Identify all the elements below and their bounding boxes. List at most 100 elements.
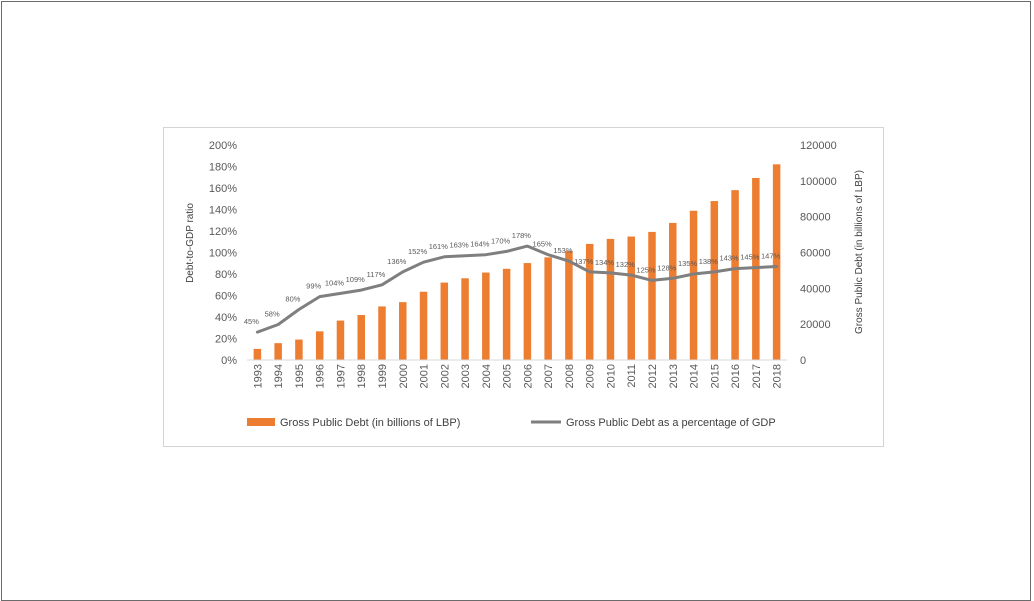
data-label: 99% (306, 282, 321, 291)
bar (772, 164, 781, 360)
x-tick-label: 1995 (294, 364, 306, 388)
left-axis-ticks: 0% 20% 40% 60% 80% 100% 120% 140% 160% 180% 200% (209, 140, 237, 367)
data-label: 161% (429, 242, 449, 251)
x-tick-label: 2000 (398, 364, 410, 388)
x-tick-label: 2018 (772, 364, 784, 388)
x-tick-label: 2011 (626, 364, 638, 388)
bar (399, 302, 407, 360)
left-tick-label: 160% (209, 183, 237, 195)
right-tick-label: 80000 (800, 212, 831, 224)
data-label: 80% (285, 294, 300, 303)
data-label: 125% (636, 265, 656, 274)
bar (461, 278, 469, 360)
x-tick-label: 1994 (273, 364, 285, 388)
x-tick-label: 2004 (481, 364, 493, 388)
left-tick-label: 20% (215, 334, 237, 346)
left-tick-label: 100% (209, 248, 237, 260)
bar (482, 272, 490, 360)
data-label: 132% (616, 260, 636, 269)
left-tick-label: 40% (215, 312, 237, 324)
left-tick-label: 180% (209, 162, 237, 174)
right-tick-label: 60000 (800, 248, 831, 260)
bar (731, 190, 739, 360)
bar (544, 257, 552, 360)
data-label: 136% (387, 257, 407, 266)
data-label: 109% (346, 275, 366, 284)
left-tick-label: 140% (209, 205, 237, 217)
x-tick-label: 2017 (751, 364, 763, 388)
bar (648, 231, 656, 360)
x-tick-label: 1998 (356, 364, 368, 388)
right-axis-title: Gross Public Debt (in billions of LBP) (854, 170, 865, 334)
bar (669, 222, 677, 360)
bar (274, 343, 282, 360)
left-axis-title: Debt-to-GDP ratio (185, 203, 196, 283)
right-tick-label: 40000 (800, 283, 831, 295)
data-label: 45% (244, 317, 259, 326)
bar (502, 268, 511, 360)
x-axis-ticks: 1993 1994 1995 1996 1997 1998 1999 2000 2001 2002… (252, 364, 783, 388)
data-label: 165% (533, 240, 553, 249)
x-tick-label: 2014 (689, 364, 701, 388)
right-tick-label: 120000 (800, 140, 837, 152)
x-tick-label: 1993 (252, 364, 264, 388)
left-tick-label: 120% (209, 226, 237, 238)
right-tick-label: 20000 (800, 319, 831, 331)
line-data-labels: 45% 58% 80% 99% 104% 109%117%136%152%161% 163%… (244, 231, 781, 326)
data-label: 135% (678, 259, 698, 268)
data-label: 178% (512, 231, 532, 240)
left-tick-label: 80% (215, 269, 237, 281)
x-tick-label: 2015 (709, 364, 721, 388)
bar (315, 331, 324, 360)
bar (295, 339, 303, 360)
legend-bar-swatch (247, 418, 275, 426)
bar (565, 251, 573, 360)
series-line (255, 244, 779, 334)
chart-area (163, 127, 884, 447)
bar (523, 263, 532, 360)
bar (253, 348, 262, 360)
data-label: 145% (740, 253, 760, 262)
data-label: 153% (553, 246, 573, 255)
legend: Gross Public Debt (in billions of LBP) G… (247, 417, 776, 429)
data-label: 134% (595, 258, 615, 267)
left-tick-label: 60% (215, 291, 237, 303)
chart-svg: 0% 20% 40% 60% 80% 100% 120% 140% 160% 180% 200% 0… (185, 140, 865, 429)
x-tick-label: 2005 (502, 364, 514, 388)
bar (419, 291, 428, 360)
x-tick-label: 2002 (439, 364, 451, 388)
left-tick-label: 0% (221, 355, 237, 367)
data-label: 138% (699, 257, 719, 266)
data-label: 104% (325, 278, 345, 287)
bar (336, 320, 345, 360)
x-tick-label: 2013 (668, 364, 680, 388)
data-label: 143% (719, 254, 739, 263)
x-tick-label: 2001 (419, 364, 431, 388)
data-label: 170% (491, 236, 511, 245)
x-tick-label: 1996 (315, 364, 327, 388)
x-tick-label: 2003 (460, 364, 472, 388)
x-tick-label: 2007 (543, 364, 555, 388)
data-label: 163% (449, 241, 469, 250)
data-label: 117% (367, 270, 386, 279)
bar (710, 201, 719, 360)
bar (585, 243, 594, 360)
right-tick-label: 100000 (800, 176, 837, 188)
data-label: 152% (408, 247, 428, 256)
data-label: 137% (574, 257, 594, 266)
x-tick-label: 2006 (522, 364, 534, 388)
x-tick-label: 2010 (605, 364, 617, 388)
left-tick-label: 200% (209, 140, 237, 152)
bar (627, 236, 635, 360)
right-axis-ticks: 0 20000 40000 60000 80000 100000 120000 (800, 140, 837, 367)
bar (689, 210, 698, 360)
data-label: 128% (657, 263, 677, 272)
bar (357, 315, 365, 360)
data-label: 164% (470, 240, 490, 249)
x-tick-label: 2008 (564, 364, 576, 388)
bar (606, 238, 615, 360)
data-label: 147% (761, 251, 781, 260)
x-tick-label: 2012 (647, 364, 659, 388)
x-tick-label: 1999 (377, 364, 389, 388)
x-tick-label: 2016 (730, 364, 742, 388)
